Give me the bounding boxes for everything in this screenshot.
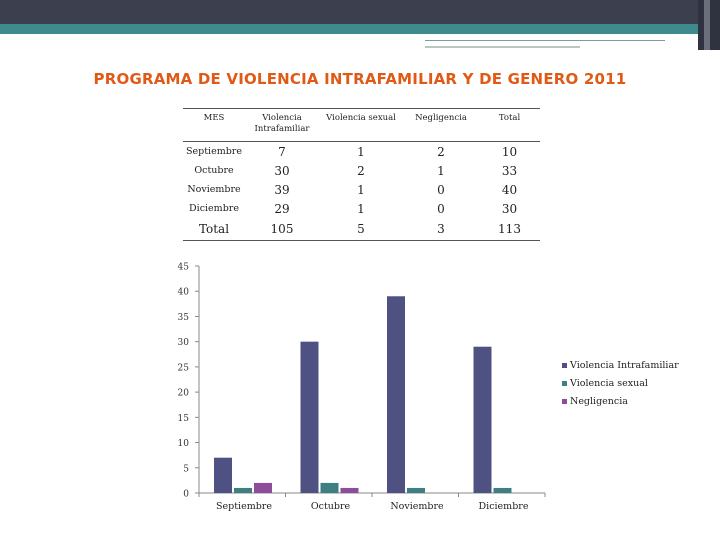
cell-neg: 0 xyxy=(437,201,445,216)
header-violencia-intrafamiliar: Violencia Intrafamiliar xyxy=(245,108,319,142)
y-tick-label: 15 xyxy=(178,414,190,424)
y-tick-label: 25 xyxy=(178,363,190,373)
cell-vi: 7 xyxy=(278,144,286,159)
legend-swatch xyxy=(562,363,567,368)
cell-total: 40 xyxy=(501,182,518,197)
top-banner xyxy=(0,0,720,24)
header-negligencia: Negligencia xyxy=(403,108,479,142)
y-tick-label: 10 xyxy=(178,439,190,449)
cell-neg: 1 xyxy=(437,163,445,178)
legend-label: Violencia Intrafamiliar xyxy=(569,360,679,371)
bar-violencia-sexual xyxy=(407,487,425,493)
y-tick-label: 45 xyxy=(178,263,190,273)
cell-neg: 0 xyxy=(437,182,445,197)
legend-swatch xyxy=(562,399,567,404)
bar-violencia-intrafamiliar xyxy=(214,457,232,493)
x-tick-label: Octubre xyxy=(311,501,351,512)
accent-band xyxy=(0,24,720,34)
bar-violencia-sexual xyxy=(234,487,252,493)
bar-violencia-intrafamiliar xyxy=(300,341,319,493)
cell-total: 113 xyxy=(479,218,540,241)
cell-vi: 30 xyxy=(274,163,290,178)
bar-violencia-sexual xyxy=(493,487,512,493)
cell-vi: 105 xyxy=(245,218,319,241)
cell-total: 10 xyxy=(501,144,518,159)
bar-negligencia xyxy=(340,487,359,493)
y-tick-label: 30 xyxy=(178,338,190,348)
data-table: MES Violencia Intrafamiliar Violencia se… xyxy=(183,108,540,241)
cell-total: 30 xyxy=(501,201,518,216)
header-violencia-sexual: Violencia sexual xyxy=(319,108,403,142)
cell-vs: 5 xyxy=(319,218,403,241)
legend-swatch xyxy=(562,381,567,386)
cell-neg: 3 xyxy=(403,218,479,241)
cell-mes: Total xyxy=(183,218,245,241)
y-tick-label: 5 xyxy=(183,464,189,474)
decor-line xyxy=(425,46,580,48)
bar-violencia-sexual xyxy=(320,482,339,493)
bar-negligencia xyxy=(254,482,272,493)
cell-vs: 1 xyxy=(357,201,365,216)
cell-neg: 2 xyxy=(437,144,445,159)
table-row: Noviembre 39 1 0 40 xyxy=(183,180,540,199)
cell-mes: Diciembre xyxy=(189,203,239,214)
x-tick-label: Noviembre xyxy=(390,501,444,512)
table-row: Octubre 30 2 1 33 xyxy=(183,161,540,180)
table-row: Septiembre 7 1 2 10 xyxy=(183,142,540,162)
header-mes: MES xyxy=(183,108,245,142)
cell-mes: Octubre xyxy=(194,165,234,176)
bar-violencia-intrafamiliar xyxy=(387,296,405,493)
cell-vs: 2 xyxy=(357,163,365,178)
decor-line xyxy=(425,40,665,41)
cell-vs: 1 xyxy=(357,144,365,159)
header-total: Total xyxy=(479,108,540,142)
legend-label: Violencia sexual xyxy=(569,378,648,389)
y-tick-label: 20 xyxy=(178,389,190,399)
corner-stripe xyxy=(704,0,710,50)
cell-vi: 39 xyxy=(274,182,290,197)
y-tick-label: 35 xyxy=(178,313,190,323)
cell-mes: Noviembre xyxy=(187,184,241,195)
y-tick-label: 0 xyxy=(183,490,189,500)
page-title: PROGRAMA DE VIOLENCIA INTRAFAMILIAR Y DE… xyxy=(93,70,627,88)
x-tick-label: Diciembre xyxy=(479,501,529,512)
legend-label: Negligencia xyxy=(570,396,628,407)
cell-mes: Septiembre xyxy=(186,146,242,157)
table-total-row: Total 105 5 3 113 xyxy=(183,218,540,241)
bar-violencia-intrafamiliar xyxy=(473,346,492,493)
table-header-row: MES Violencia Intrafamiliar Violencia se… xyxy=(183,108,540,142)
y-tick-label: 40 xyxy=(178,288,190,298)
cell-vs: 1 xyxy=(357,182,365,197)
x-tick-label: Septiembre xyxy=(216,501,272,512)
table-row: Diciembre 29 1 0 30 xyxy=(183,199,540,218)
cell-total: 33 xyxy=(501,163,518,178)
cell-vi: 29 xyxy=(274,201,290,216)
